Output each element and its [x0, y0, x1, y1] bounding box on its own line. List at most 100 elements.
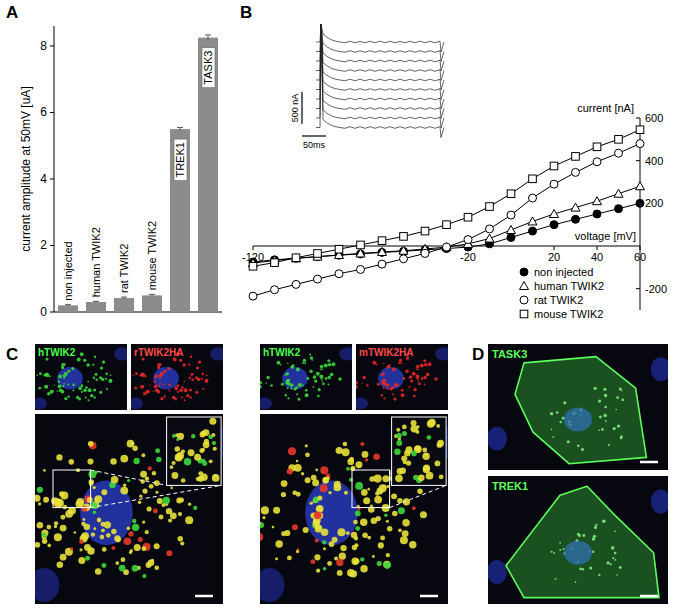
- vesicle: [402, 519, 409, 526]
- speck: [620, 435, 622, 437]
- marker: [572, 153, 580, 161]
- scale-bar: [301, 92, 302, 124]
- vesicle: [88, 441, 94, 447]
- vesicle: [405, 370, 408, 373]
- vesicle: [363, 497, 370, 504]
- vesicle: [305, 393, 309, 397]
- vesicle: [146, 562, 152, 568]
- vesicle: [303, 527, 309, 533]
- tick-label: -20: [460, 251, 476, 263]
- vesicle: [355, 482, 363, 490]
- nucleus: [435, 347, 448, 360]
- vesicle: [94, 470, 98, 474]
- vesicle: [141, 453, 145, 457]
- vesicle: [132, 374, 134, 376]
- vesicle: [94, 356, 96, 358]
- vesicle: [180, 541, 184, 545]
- zoom-box: [53, 470, 91, 508]
- vesicle: [387, 526, 392, 531]
- nucleus: [114, 347, 127, 360]
- vesicle: [132, 524, 139, 531]
- vesicle: [200, 474, 207, 481]
- trace: [316, 24, 444, 128]
- image-background: [488, 344, 668, 470]
- vesicle: [201, 448, 205, 452]
- category-label: rat TWIK2: [118, 244, 130, 293]
- vesicle: [106, 533, 111, 538]
- vesicle: [174, 386, 178, 390]
- cell-membrane: [506, 486, 659, 597]
- vesicle: [423, 376, 427, 380]
- speck: [594, 387, 597, 390]
- vesicle: [120, 487, 128, 495]
- vesicle: [82, 518, 85, 521]
- vesicle: [60, 554, 67, 561]
- scale-bar: [195, 595, 213, 598]
- figure: ABCD02468current amplitude at 50mV [uA]n…: [0, 0, 675, 610]
- vesicle: [45, 373, 49, 377]
- vesicle: [354, 543, 358, 547]
- zoom-inset: [392, 417, 447, 485]
- vesicle: [77, 358, 81, 362]
- vesicle: [434, 377, 438, 381]
- vesicle: [201, 373, 204, 376]
- vesicle: [288, 381, 289, 382]
- vesicle: [67, 395, 69, 397]
- vesicle: [397, 468, 403, 474]
- vesicle: [172, 434, 176, 438]
- vesicle: [78, 557, 85, 564]
- marker: [550, 210, 559, 218]
- vesicle: [384, 381, 385, 382]
- vesicle: [167, 367, 170, 370]
- vesicle: [157, 367, 159, 369]
- vesicle: [386, 388, 388, 390]
- vesicle: [84, 524, 90, 530]
- micrograph: TREK1: [487, 476, 671, 604]
- vesicle: [79, 540, 83, 544]
- vesicle: [202, 431, 206, 435]
- vesicle: [153, 509, 158, 514]
- vesicle: [176, 456, 181, 461]
- vesicle: [163, 497, 170, 504]
- panel-letter: C: [6, 345, 18, 364]
- vesicle: [346, 467, 350, 471]
- image-content: [488, 357, 668, 464]
- tick: [636, 118, 640, 119]
- vesicle: [127, 527, 131, 531]
- vesicle: [336, 559, 343, 566]
- vesicle: [176, 452, 184, 460]
- micrograph: hTWIK2: [254, 344, 356, 410]
- vesicle: [172, 461, 176, 465]
- category-label-group: TREK1: [174, 139, 187, 180]
- panel-letter: A: [6, 3, 18, 22]
- vesicle: [183, 381, 185, 383]
- vesicle: [177, 391, 179, 393]
- vesicle: [76, 500, 84, 508]
- category-label-group: TASK3: [202, 48, 215, 88]
- vesicle: [400, 362, 402, 364]
- channel-label: rTWIK2HA: [134, 347, 183, 358]
- vesicle: [310, 356, 313, 359]
- vesicle: [110, 458, 116, 464]
- vesicle: [60, 515, 65, 520]
- vesicle: [148, 390, 150, 392]
- vesicle: [402, 431, 407, 436]
- micrograph: rTWIK2HA: [128, 344, 226, 410]
- marker: [249, 292, 257, 300]
- vesicle: [78, 386, 82, 390]
- category-label: mouse TWIK2: [146, 221, 158, 291]
- vesicle: [37, 522, 44, 529]
- image-background: [260, 414, 448, 604]
- axis-title: current amplitude at 50mV [uA]: [19, 86, 33, 251]
- vesicle: [306, 377, 309, 380]
- bar: [170, 129, 190, 312]
- vesicle: [47, 544, 51, 548]
- vesicle: [380, 374, 382, 376]
- legend-label: mouse TWIK2: [534, 308, 604, 320]
- marker: [443, 243, 451, 251]
- speck: [575, 581, 577, 583]
- trace: [316, 24, 444, 62]
- micrograph: [29, 414, 230, 604]
- vesicle: [160, 397, 163, 400]
- vesicle: [314, 379, 317, 382]
